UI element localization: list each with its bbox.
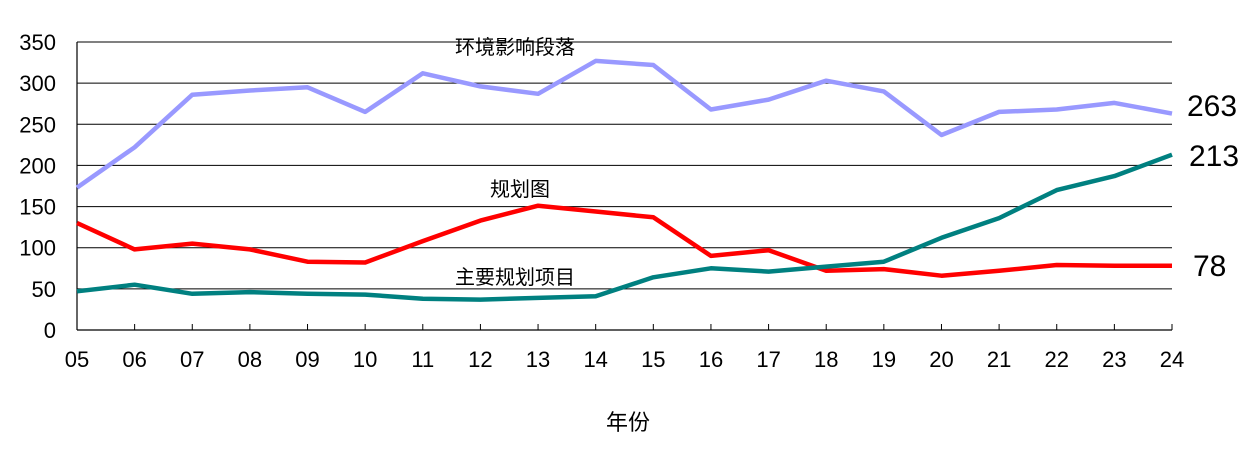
x-tick-label: 11 [411,347,434,372]
series-labels: 环境影响段落 规划图 主要规划项目 263 213 78 [455,35,1239,289]
x-tick-label: 15 [641,347,665,372]
x-tick-label: 10 [353,347,377,372]
x-tick-label: 08 [238,347,262,372]
x-tick-label: 22 [1044,347,1068,372]
y-tick-label: 0 [44,318,56,343]
x-tick-label: 05 [65,347,89,372]
y-tick-label: 150 [19,195,56,220]
x-tick-label: 23 [1102,347,1126,372]
series-label-planning-map: 规划图 [490,177,550,201]
x-tick-label: 21 [987,347,1011,372]
x-tick-label: 24 [1160,347,1184,372]
x-tick-label: 17 [756,347,780,372]
x-tick-label: 19 [872,347,896,372]
x-tick-label: 09 [295,347,319,372]
series-line [76,152,1173,302]
y-tick-label: 50 [32,277,56,302]
x-tick-label: 14 [583,347,607,372]
y-axis-ticks: 0 50 100 150 200 250 300 350 [19,30,56,343]
x-tick-label: 06 [122,347,146,372]
x-tick-label: 12 [468,347,492,372]
series-label-env-paragraph: 环境影响段落 [455,35,575,59]
y-tick-label: 250 [19,112,56,137]
x-tick-label: 18 [814,347,838,372]
x-tick-label: 20 [929,347,953,372]
x-tick-label: 07 [180,347,204,372]
end-label-planning-map: 78 [1193,250,1226,283]
end-label-major-projects: 213 [1189,140,1239,173]
y-tick-label: 350 [19,30,56,55]
series-line [75,58,1173,190]
x-axis-title: 年份 [606,411,650,436]
x-tick-label: 16 [699,347,723,372]
x-axis-ticks: 05 06 07 08 09 10 11 12 13 14 15 16 17 18 19 20 21 22 23 24 [65,324,1184,372]
y-tick-label: 200 [19,153,56,178]
y-tick-label: 300 [19,71,56,96]
x-tick-label: 13 [526,347,550,372]
series-label-major-projects: 主要规划项目 [455,265,575,289]
gridlines [77,41,1172,290]
end-label-env-paragraph: 263 [1187,90,1237,123]
series-line [76,203,1172,278]
y-tick-label: 100 [19,236,56,261]
series-lines [75,58,1173,302]
